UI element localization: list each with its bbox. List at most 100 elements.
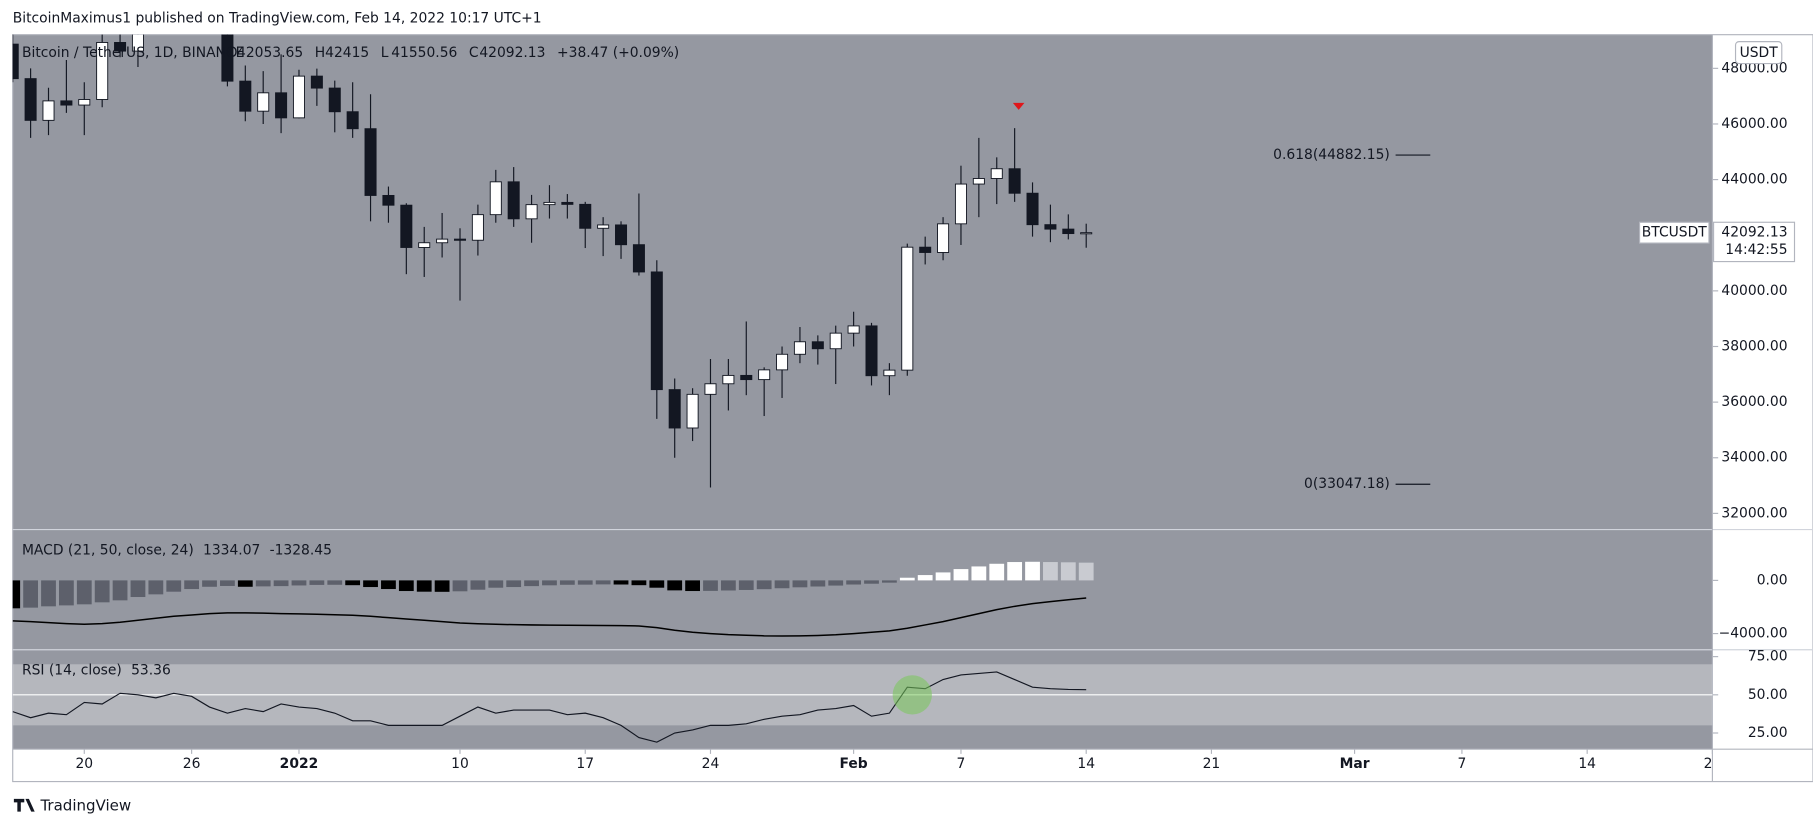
indicator-title: RSI (14, close) bbox=[22, 663, 122, 679]
candle-body bbox=[543, 201, 556, 206]
candle-body bbox=[668, 389, 681, 429]
y-tick-label: −4000.00 bbox=[1719, 626, 1788, 642]
histogram-bar bbox=[542, 580, 557, 586]
candle-body bbox=[507, 181, 520, 220]
candle-body bbox=[471, 214, 484, 241]
histogram-bar bbox=[756, 580, 772, 590]
candle-body bbox=[328, 87, 341, 113]
candle-body bbox=[901, 246, 914, 371]
legend-value: 42415 bbox=[325, 45, 369, 61]
histogram-bar bbox=[667, 580, 683, 591]
candle-body bbox=[632, 244, 645, 273]
candle-body bbox=[418, 242, 431, 248]
histogram-bar bbox=[685, 580, 700, 592]
candle-body bbox=[114, 42, 127, 52]
histogram-bar bbox=[864, 580, 879, 584]
candle-body bbox=[829, 332, 842, 350]
fib-label: 0.618(44882.15) bbox=[1273, 147, 1390, 163]
candle-body bbox=[131, 34, 144, 52]
y-tick-label: 38000.00 bbox=[1721, 338, 1787, 354]
candle-body bbox=[60, 100, 73, 106]
histogram-bar bbox=[935, 572, 951, 581]
y-tick-label: 0.00 bbox=[1757, 572, 1788, 588]
candle-body bbox=[561, 201, 574, 205]
candle-body bbox=[740, 374, 753, 381]
histogram-bar bbox=[1025, 561, 1040, 581]
histogram-bar bbox=[416, 580, 432, 592]
candle-body bbox=[24, 78, 37, 121]
histogram-bar bbox=[237, 580, 253, 587]
histogram-bar bbox=[488, 580, 504, 588]
x-tick-label: 26 bbox=[183, 756, 201, 772]
currency-button[interactable] bbox=[1734, 41, 1783, 65]
publisher: BitcoinMaximus1 published on TradingView… bbox=[13, 10, 542, 26]
candle-body bbox=[346, 111, 359, 130]
candle-body bbox=[758, 369, 771, 381]
legend-prefix: L bbox=[381, 45, 389, 61]
legend-value: 42092.13 bbox=[479, 45, 545, 61]
x-tick-label: 14 bbox=[1077, 756, 1095, 772]
histogram-bar bbox=[703, 580, 718, 591]
fib-label: 0(33047.18) bbox=[1304, 476, 1390, 492]
histogram-bar bbox=[58, 580, 74, 606]
histogram-bar bbox=[309, 580, 325, 585]
x-tick-label: Feb bbox=[839, 756, 867, 772]
histogram-bar bbox=[23, 580, 39, 608]
candle-body bbox=[42, 100, 55, 121]
candle-body bbox=[239, 80, 252, 112]
histogram-bar bbox=[1078, 562, 1094, 581]
indicator-value: -1328.45 bbox=[270, 542, 332, 558]
histogram-bar bbox=[345, 580, 361, 586]
histogram-bar bbox=[631, 580, 647, 586]
histogram-bar bbox=[41, 580, 56, 607]
footer: TradingView bbox=[39, 796, 131, 814]
histogram-bar bbox=[148, 580, 164, 595]
candle-body bbox=[525, 204, 538, 220]
histogram-bar bbox=[112, 580, 128, 601]
candle-body bbox=[847, 325, 860, 334]
histogram-bar bbox=[971, 566, 987, 581]
panel: RSI (14, close) 53.36 bbox=[12, 663, 1713, 743]
candle-body bbox=[1044, 224, 1057, 230]
currency[interactable]: USDT bbox=[1740, 45, 1779, 61]
marker-arrow bbox=[1012, 102, 1025, 110]
histogram-bar bbox=[94, 580, 110, 603]
candle-body bbox=[489, 181, 502, 216]
legend-change: +38.47 (+0.09%) bbox=[557, 45, 679, 61]
histogram-bar bbox=[76, 580, 92, 605]
candle-body bbox=[579, 203, 592, 229]
x-tick-label: 21 bbox=[1704, 756, 1722, 772]
histogram-bar bbox=[720, 580, 736, 591]
legend-title: Bitcoin / TetherUS, 1D, BINANCE bbox=[22, 45, 244, 61]
candle-body bbox=[400, 204, 413, 248]
histogram-bar bbox=[810, 580, 826, 587]
price-label: 42092.13 bbox=[1721, 225, 1787, 241]
histogram-bar bbox=[899, 577, 915, 581]
candle-body bbox=[722, 374, 735, 385]
frame bbox=[12, 34, 1813, 783]
price-box bbox=[1712, 221, 1796, 263]
histogram-bar bbox=[273, 580, 289, 587]
y-tick-label: 50.00 bbox=[1748, 687, 1788, 703]
candle-body bbox=[919, 246, 932, 253]
candle-body bbox=[954, 183, 967, 225]
y-tick-label: 32000.00 bbox=[1721, 505, 1787, 521]
histogram-bar bbox=[774, 580, 790, 589]
legend-value: 42053.65 bbox=[237, 45, 303, 61]
histogram-bar bbox=[917, 575, 933, 581]
y-tick-label: 40000.00 bbox=[1721, 283, 1787, 299]
x-tick-label: 17 bbox=[576, 756, 594, 772]
candle-body bbox=[972, 178, 985, 185]
histogram-bar bbox=[1043, 562, 1058, 581]
candle-body bbox=[12, 43, 19, 80]
candle-body bbox=[811, 341, 824, 350]
candle-body bbox=[275, 92, 288, 119]
candle-body bbox=[436, 238, 449, 244]
y-tick-label: 75.00 bbox=[1748, 649, 1788, 665]
x-tick-label: 24 bbox=[702, 756, 720, 772]
panel-bg bbox=[12, 34, 1713, 750]
histogram-bar bbox=[613, 580, 629, 585]
histogram-bar bbox=[577, 580, 593, 585]
x-tick-label: Mar bbox=[1340, 756, 1370, 772]
